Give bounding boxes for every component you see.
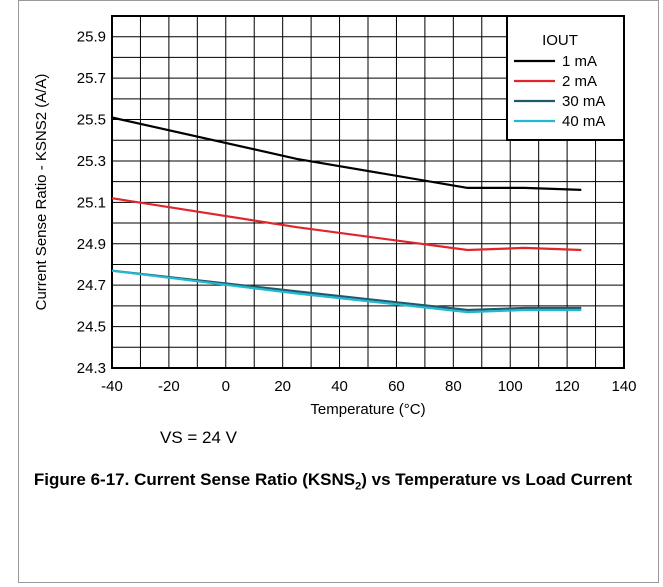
y-tick-label: 24.5 <box>77 319 106 336</box>
y-tick-label: 25.5 <box>77 112 106 129</box>
legend-label: 2 mA <box>562 73 597 90</box>
series-line-30-ma <box>111 269 582 312</box>
x-tick-label: 40 <box>331 378 348 395</box>
chart: -40 -20 0 20 40 60 80 100 120 140 24.324.524.724.… <box>33 15 637 418</box>
x-tick-label: -40 <box>101 378 123 395</box>
x-tick-label: 120 <box>555 378 580 395</box>
series-line-40-ma <box>111 269 582 314</box>
legend: IOUT 1 mA 2 mA 30 mA 40 mA <box>506 15 625 141</box>
condition-note: VS = 24 V <box>160 428 238 447</box>
legend-label: 1 mA <box>562 53 597 70</box>
x-tick-label: 0 <box>222 378 230 395</box>
y-tick-labels: 24.3 24.5 24.7 24.9 25.1 25.3 25.5 25.7 25.9 <box>77 29 106 377</box>
y-tick-label: 25.9 <box>77 29 106 46</box>
legend-title: IOUT <box>542 32 578 49</box>
x-axis-label: Temperature (°C) <box>310 401 425 418</box>
caption-prefix: Figure 6-17. Current Sense Ratio (KSNS <box>33 470 356 489</box>
x-tick-labels: -40 -20 0 20 40 60 80 100 120 140 <box>101 378 636 395</box>
x-tick-label: 60 <box>388 378 405 395</box>
y-tick-label: 25.1 <box>77 194 106 211</box>
y-tick-label: 24.7 <box>77 277 106 294</box>
x-tick-label: -20 <box>158 378 180 395</box>
figure-caption: Figure 6-17. Current Sense Ratio (KSNS2)… <box>30 468 636 498</box>
y-tick-label: 25.3 <box>77 153 106 170</box>
x-tick-label: 100 <box>498 378 523 395</box>
caption-suffix: ) vs Temperature vs Load Current <box>361 470 633 489</box>
legend-box <box>506 15 625 141</box>
series-line-2-ma <box>111 197 582 252</box>
plot-area-border <box>111 15 625 369</box>
y-tick-label: 24.9 <box>77 236 106 253</box>
x-tick-label: 20 <box>274 378 291 395</box>
series-lines <box>111 116 582 314</box>
series-line-1-ma <box>111 116 582 191</box>
legend-label: 40 mA <box>562 113 605 130</box>
y-tick-label: 25.7 <box>77 70 106 87</box>
y-tick-label: 24.3 <box>77 360 106 377</box>
y-axis-label: Current Sense Ratio - KSNS2 (A/A) <box>33 74 50 311</box>
caption-subscript: 2 <box>355 480 362 493</box>
x-tick-label: 80 <box>445 378 462 395</box>
legend-label: 30 mA <box>562 93 605 110</box>
x-tick-label: 140 <box>611 378 636 395</box>
figure-frame <box>18 0 659 583</box>
